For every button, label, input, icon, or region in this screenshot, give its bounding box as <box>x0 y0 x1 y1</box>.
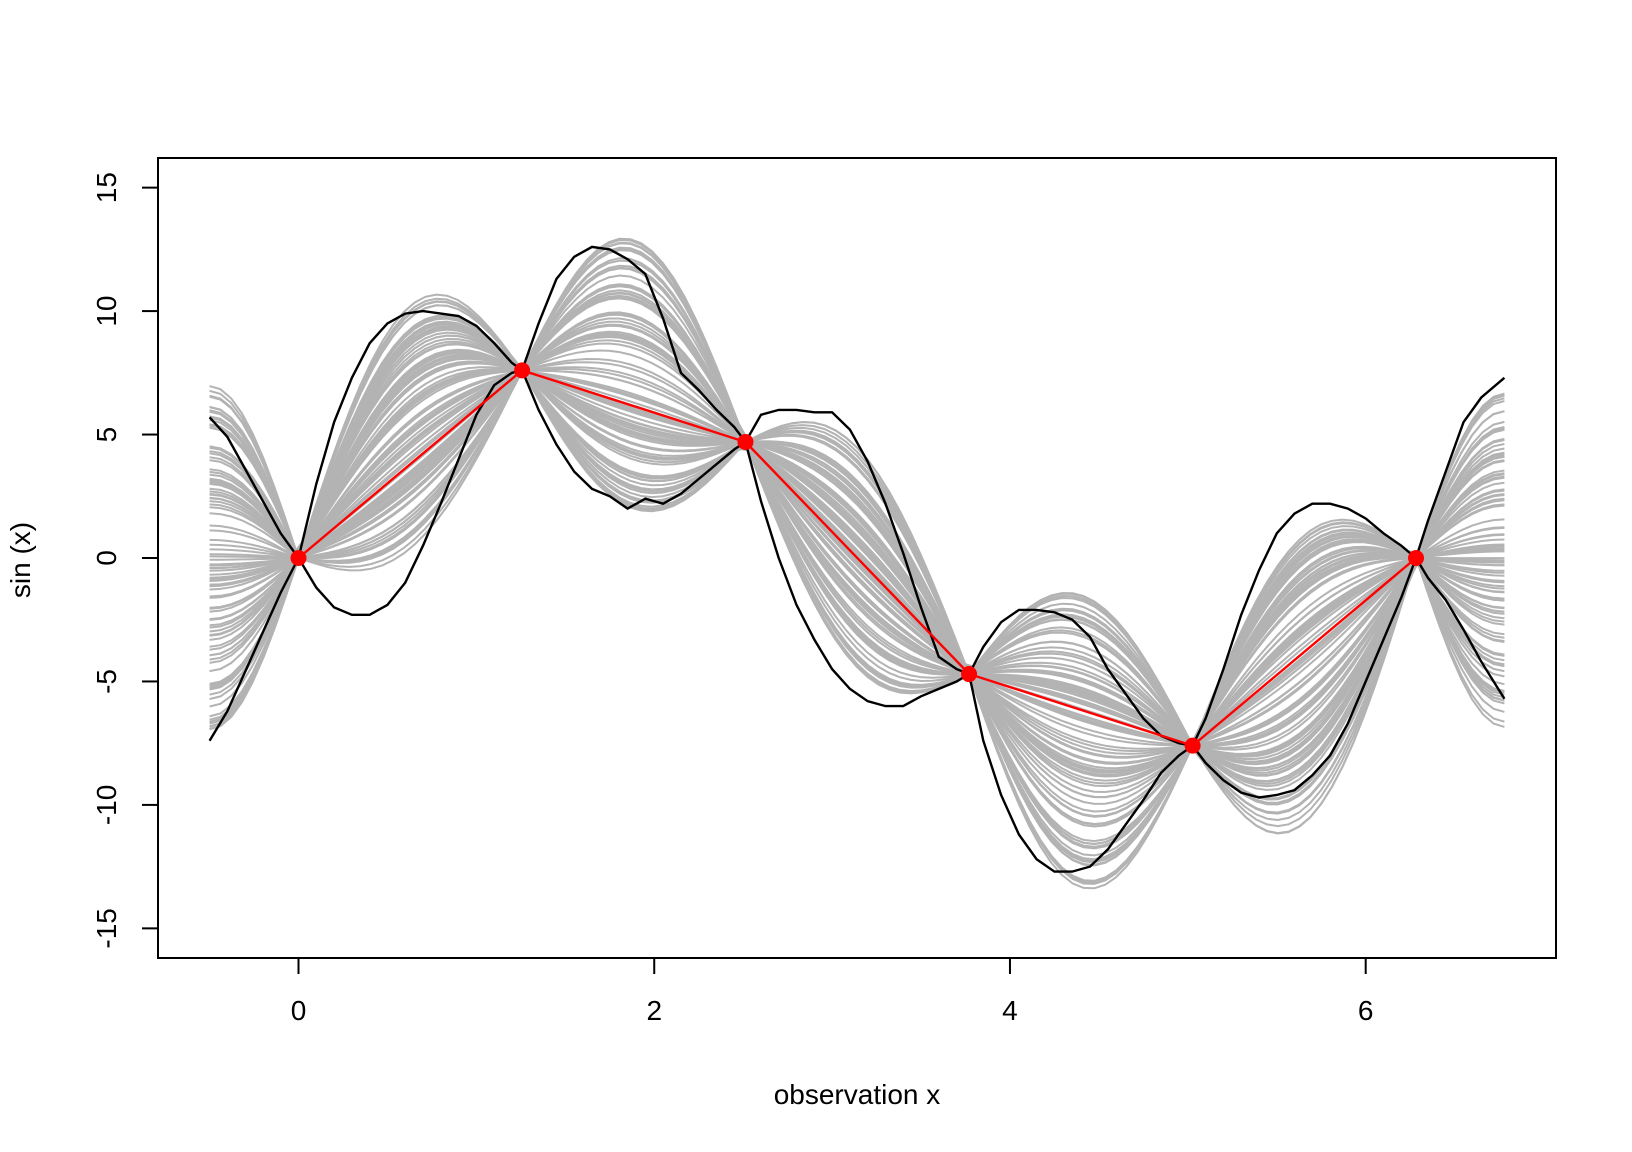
x-tick-label: 6 <box>1358 995 1374 1026</box>
sample-curves <box>209 237 1505 890</box>
observation-point <box>1184 737 1201 754</box>
sample-curve <box>209 311 1505 765</box>
sample-curve <box>209 247 1505 747</box>
y-tick-label: 10 <box>91 296 122 327</box>
sample-curve <box>209 291 1505 746</box>
sample-curve <box>209 317 1505 867</box>
sample-curve <box>209 267 1505 747</box>
sample-curve <box>209 324 1505 774</box>
sample-curve <box>209 237 1505 805</box>
y-tick-label: 5 <box>91 427 122 443</box>
axes: 0 2 4 6 -15 -10 -5 0 5 10 15 <box>91 157 1557 1026</box>
y-tick-label: -10 <box>91 785 122 825</box>
sample-curve <box>209 330 1505 882</box>
observation-point <box>514 362 531 379</box>
sample-curve <box>209 350 1505 747</box>
sample-curve <box>209 369 1505 747</box>
observation-line <box>297 368 1417 748</box>
sample-curve <box>209 322 1505 747</box>
sample-curve <box>209 297 1505 826</box>
sample-curve <box>209 369 1505 747</box>
sample-curve <box>209 295 1505 766</box>
x-tick-label: 4 <box>1002 995 1018 1026</box>
sample-curve <box>209 342 1505 747</box>
sample-curve <box>209 266 1505 747</box>
sample-curve <box>209 304 1505 777</box>
observation-point <box>737 433 754 450</box>
sample-curve <box>209 242 1505 747</box>
observation-point <box>1408 550 1425 566</box>
sample-curve <box>209 249 1505 778</box>
x-tick-label: 0 <box>291 995 307 1026</box>
envelope-curve <box>208 368 1506 873</box>
envelope-curves <box>208 245 1506 873</box>
sample-curve <box>209 323 1505 770</box>
sample-curve <box>209 369 1505 846</box>
y-axis-title: sin (x) <box>5 522 36 598</box>
sample-curve <box>209 360 1505 746</box>
y-tick-label: -5 <box>91 669 122 694</box>
x-tick-label: 2 <box>646 995 662 1026</box>
sample-curve <box>209 369 1505 747</box>
sample-curve <box>209 369 1505 747</box>
sample-curve <box>209 369 1505 826</box>
observation-point <box>290 550 307 566</box>
sample-curve <box>209 369 1505 747</box>
sample-curve <box>209 326 1505 884</box>
sample-curve <box>209 369 1505 761</box>
sample-curve <box>209 348 1505 746</box>
sample-curve <box>209 242 1505 747</box>
observation-series <box>290 362 1425 754</box>
sample-curve <box>209 328 1505 848</box>
y-tick-label: -15 <box>91 908 122 948</box>
observation-point <box>961 666 978 683</box>
sample-curve <box>209 300 1505 747</box>
y-tick-label: 15 <box>91 172 122 203</box>
sample-curve <box>209 259 1505 747</box>
sample-curve <box>209 292 1505 786</box>
envelope-curve <box>208 245 1506 748</box>
sample-curve <box>209 369 1505 773</box>
x-axis-title: observation x <box>774 1079 941 1110</box>
sample-curve <box>209 241 1505 800</box>
sample-curve <box>209 362 1505 747</box>
sample-curve <box>209 369 1505 765</box>
y-tick-label: 0 <box>91 550 122 566</box>
